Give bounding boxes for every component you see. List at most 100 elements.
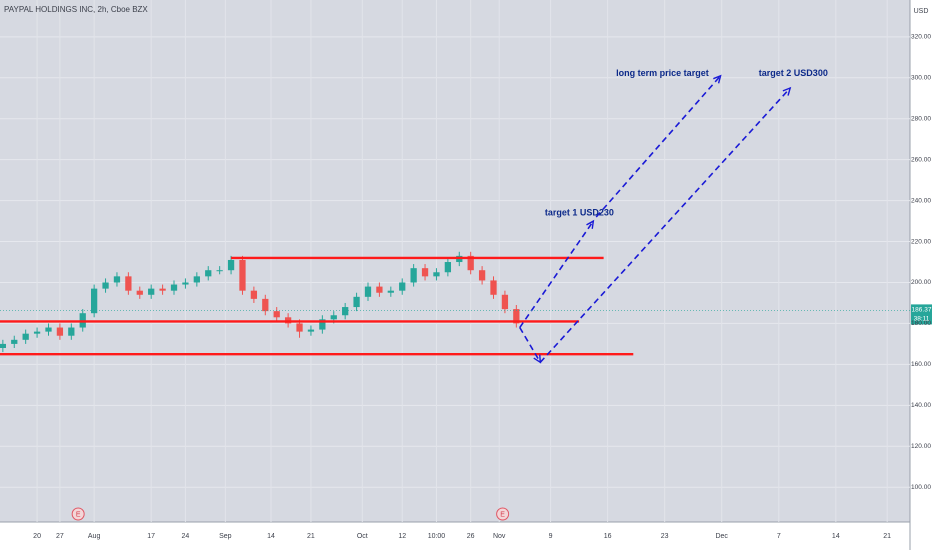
candle-body [501, 294, 509, 310]
x-tick-label: 26 [467, 533, 475, 540]
current-price-label: 186.37 [912, 307, 932, 314]
y-tick-label: 200.00 [911, 279, 931, 286]
candle-body [342, 307, 349, 316]
candle-body [216, 270, 223, 272]
candle-body [273, 311, 280, 318]
x-tick-label: 17 [147, 533, 155, 540]
earnings-marker [71, 507, 85, 521]
candle-body [125, 276, 132, 291]
x-tick-label: Aug [88, 533, 101, 540]
x-tick-label: 27 [56, 533, 64, 540]
candle-body [410, 268, 417, 283]
x-tick-label: 20 [33, 533, 41, 540]
annotation: target 2 USD300 [759, 68, 828, 78]
x-tick-label: 10:00 [428, 533, 446, 540]
candle-body [433, 272, 440, 277]
current-price-box [911, 304, 932, 325]
candle-body [387, 290, 394, 293]
y-tick-label: 140.00 [911, 402, 931, 409]
x-tick-label: Sep [219, 533, 232, 540]
candle-body [478, 270, 486, 281]
earnings-marker [496, 507, 510, 521]
x-tick-label: 24 [182, 533, 190, 540]
candle-body [319, 319, 326, 330]
arrow-head [782, 86, 792, 96]
candle-body [0, 343, 6, 348]
candle-body [296, 323, 303, 332]
x-tick-label: 21 [883, 533, 891, 540]
earnings-label: E [500, 511, 505, 518]
candle-body [205, 270, 212, 277]
x-tick-label: Dec [715, 533, 728, 540]
candle-body [91, 288, 98, 314]
y-tick-label: 300.00 [911, 75, 931, 82]
candle-body [239, 259, 246, 291]
x-tick-label: 23 [661, 533, 669, 540]
candle-body [113, 276, 121, 283]
plot-background [0, 0, 910, 522]
x-tick-label: 21 [307, 533, 315, 540]
countdown-label: 38:11 [914, 316, 930, 323]
x-tick-label: 14 [832, 533, 840, 540]
projection-line [519, 327, 541, 363]
candle-body [148, 288, 155, 295]
candle-body [102, 282, 109, 289]
candle-body [45, 327, 52, 332]
projection-line [595, 75, 722, 218]
earnings-label: E [76, 511, 81, 518]
projection-line [519, 220, 595, 328]
chart-title: PAYPAL HOLDINGS INC, 2h, Cboe BZX [4, 5, 148, 14]
y-tick-label: 220.00 [911, 238, 931, 245]
x-tick-label: Oct [357, 533, 368, 540]
y-tick-label: 100.00 [911, 484, 931, 491]
candle-body [490, 280, 497, 295]
y-tick-label: 180.00 [911, 320, 931, 327]
candle-body [159, 288, 166, 291]
annotation: target 1 USD230 [545, 207, 614, 217]
candle-body [136, 290, 143, 295]
arrow-head [586, 219, 595, 229]
candle-body [467, 255, 474, 271]
y-tick-label: 240.00 [911, 197, 931, 204]
x-tick-label: 16 [604, 533, 612, 540]
y-tick-label: 160.00 [911, 361, 931, 368]
candle-body [68, 327, 75, 336]
candle-body [22, 333, 29, 340]
marks [0, 74, 932, 521]
y-tick-label: 120.00 [911, 443, 931, 450]
candle-body [262, 298, 269, 312]
x-tick-label: 9 [549, 533, 553, 540]
x-tick-label: 12 [398, 533, 406, 540]
y-tick-label: 260.00 [911, 156, 931, 163]
candle-body [56, 327, 64, 336]
annotation: long term price target [616, 68, 709, 78]
y-tick-label: 280.00 [911, 115, 931, 122]
candle-body [33, 331, 41, 334]
candle-body [513, 309, 520, 324]
projection-line [539, 87, 791, 363]
candle-body [193, 276, 200, 283]
candle-body [421, 268, 429, 277]
candle-body [444, 262, 452, 273]
y-axis-label: USD [914, 8, 929, 15]
time-axis-background [0, 522, 910, 550]
candle-body [307, 329, 315, 332]
price-axis-background [910, 0, 932, 550]
candle-body [227, 259, 235, 271]
labels: 100.00 120.00 140.00 160.00 180.00 200.00 220.… [33, 34, 932, 540]
candle-body [376, 286, 383, 293]
y-tick-label: 320.00 [911, 34, 931, 41]
candle-body [330, 315, 337, 320]
candle-body [182, 282, 189, 285]
x-tick-label: 7 [777, 533, 781, 540]
x-tick-label: Nov [493, 533, 506, 540]
x-tick-label: 14 [267, 533, 275, 540]
candle-body [399, 282, 406, 291]
candle-body [353, 296, 360, 308]
candle-body [364, 286, 372, 297]
candle-body [11, 339, 18, 344]
arrow-head [713, 74, 722, 84]
candle-body [250, 290, 258, 299]
candle-body [170, 284, 178, 291]
